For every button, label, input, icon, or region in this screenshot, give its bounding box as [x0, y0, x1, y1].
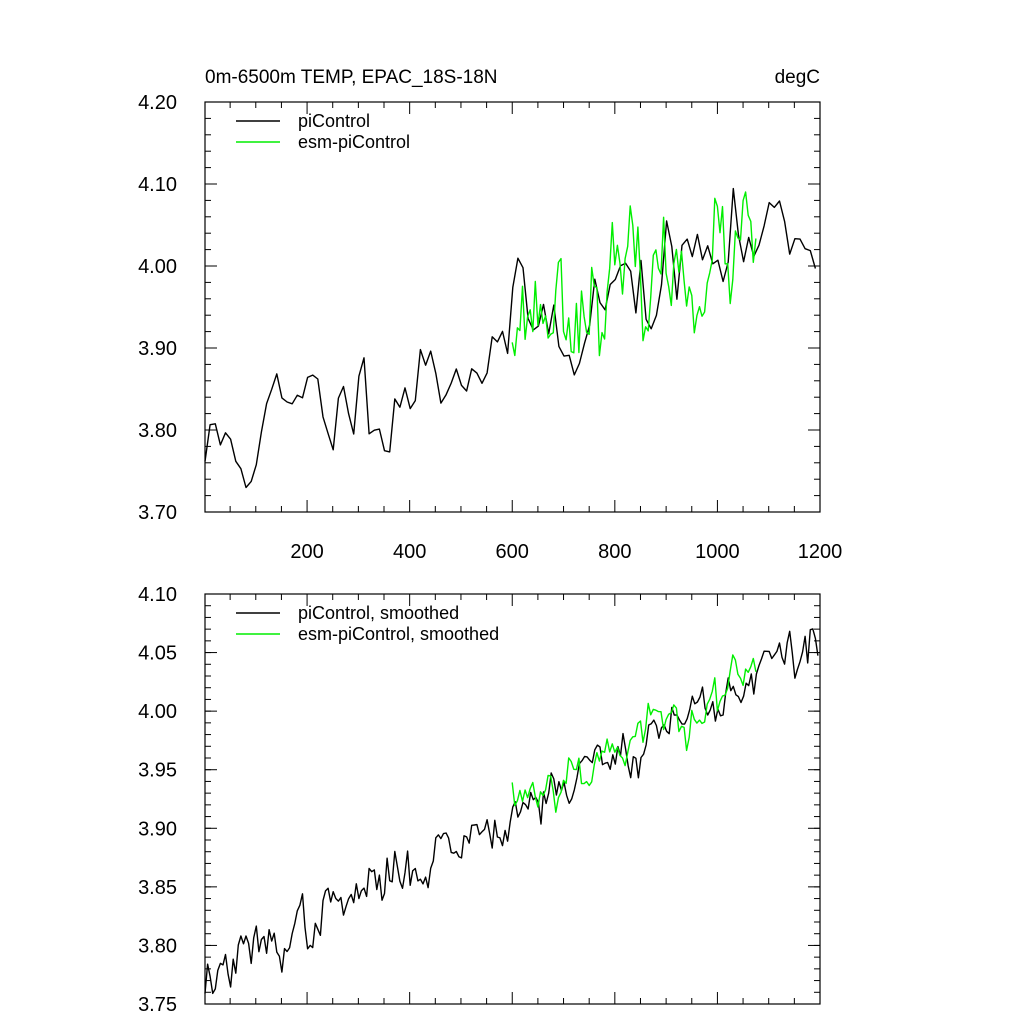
y-tick-label: 4.10 [138, 584, 177, 606]
top-panel: 0m-6500m TEMP, EPAC_18S-18N degC 200 400 6… [138, 67, 842, 563]
y-tick-label: 4.20 [138, 92, 177, 114]
bottom-plot-frame [204, 593, 821, 1005]
y-tick-label: 4.10 [138, 174, 177, 196]
legend-label-esm-picontrol-smoothed: esm-piControl, smoothed [298, 624, 499, 644]
y-tick-label: 3.75 [138, 994, 177, 1016]
y-tick-label: 4.00 [138, 701, 177, 723]
x-tick-label: 1000 [695, 541, 740, 563]
x-tick-label: 1200 [798, 541, 843, 563]
series-line-esm-picontrol [511, 191, 757, 357]
y-tick-label: 3.80 [138, 935, 177, 957]
top-legend: piControl esm-piControl [236, 111, 410, 152]
legend-label-picontrol-smoothed: piControl, smoothed [298, 603, 459, 623]
y-tick-label: 3.85 [138, 877, 177, 899]
bottom-series-group [204, 628, 819, 995]
top-ticks-group: 200 400 600 800 1000 1200 3.70 3.80 3.90 4.00 4.10… [138, 92, 842, 563]
bottom-ticks-group: 3.75 3.80 3.85 3.90 3.95 4.00 4.05 4.10 [138, 584, 821, 1016]
top-plot-frame [204, 101, 821, 513]
x-tick-label: 800 [598, 541, 631, 563]
top-series-group [204, 187, 817, 489]
y-tick-label: 3.90 [138, 338, 177, 360]
x-tick-label: 600 [496, 541, 529, 563]
x-tick-label: 200 [290, 541, 323, 563]
series-line-esm-picontrol-smoothed [511, 654, 757, 813]
bottom-legend: piControl, smoothed esm-piControl, smoot… [236, 603, 499, 644]
y-tick-label: 4.00 [138, 256, 177, 278]
y-tick-label: 4.05 [138, 643, 177, 665]
y-tick-label: 3.70 [138, 502, 177, 524]
chart-title: 0m-6500m TEMP, EPAC_18S-18N [205, 67, 498, 88]
series-line-picontrol-smoothed [204, 628, 819, 995]
bottom-panel: 3.75 3.80 3.85 3.90 3.95 4.00 4.05 4.10 piContr… [138, 584, 821, 1016]
units-label: degC [775, 67, 820, 88]
y-tick-label: 3.95 [138, 760, 177, 782]
legend-label-esm-picontrol: esm-piControl [298, 132, 410, 152]
y-tick-label: 3.90 [138, 818, 177, 840]
y-tick-label: 3.80 [138, 420, 177, 442]
legend-label-picontrol: piControl [298, 111, 370, 131]
series-line-picontrol [204, 187, 817, 489]
x-tick-label: 400 [393, 541, 426, 563]
